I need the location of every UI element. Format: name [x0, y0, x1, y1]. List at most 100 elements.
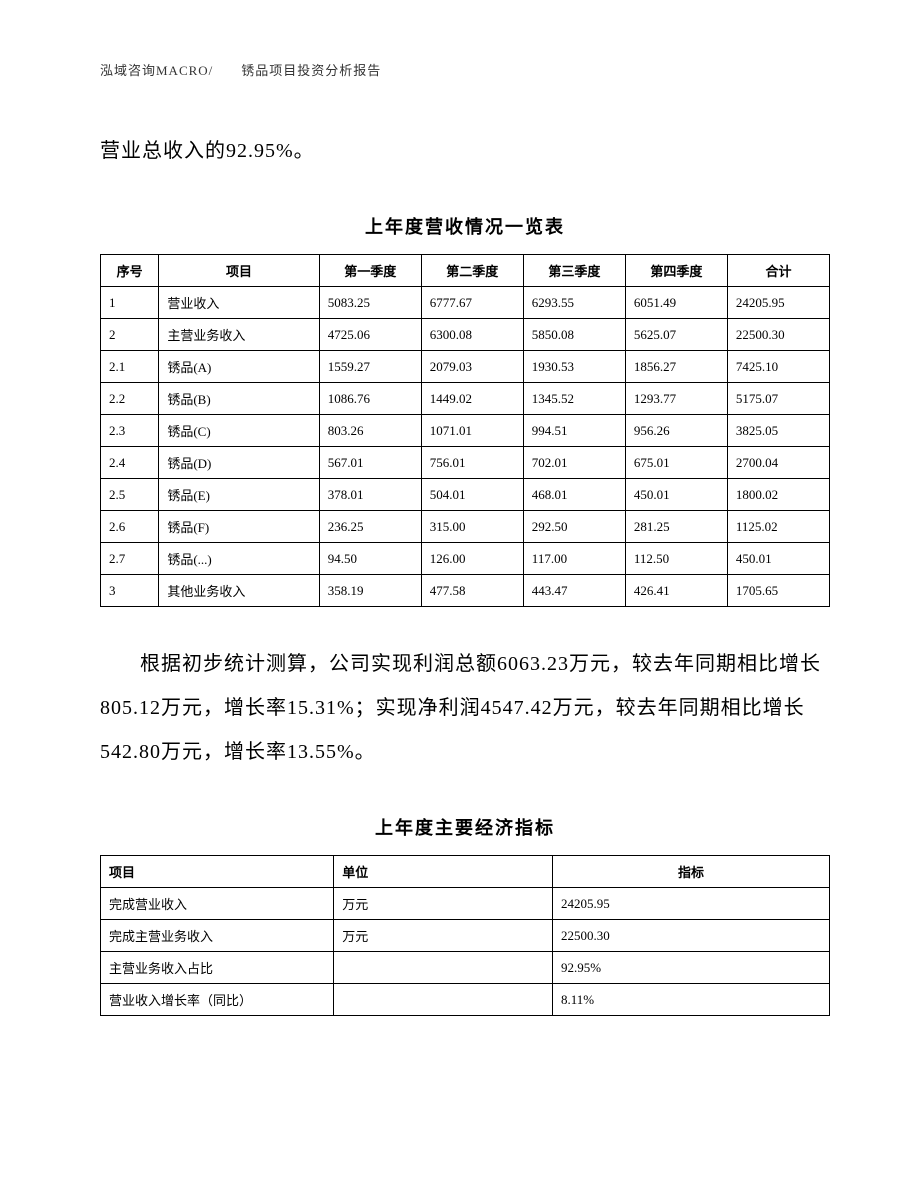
table-row: 2.7锈品(...)94.50126.00117.00112.50450.01	[101, 543, 830, 575]
table-cell: 1800.02	[727, 479, 829, 511]
table-header-row: 序号 项目 第一季度 第二季度 第三季度 第四季度 合计	[101, 255, 830, 287]
table-cell: 112.50	[625, 543, 727, 575]
table-header-row: 项目 单位 指标	[101, 856, 830, 888]
table-cell: 5625.07	[625, 319, 727, 351]
col-header: 序号	[101, 255, 159, 287]
table-cell: 450.01	[727, 543, 829, 575]
table-cell: 504.01	[421, 479, 523, 511]
table-cell: 锈品(E)	[159, 479, 319, 511]
table-cell: 281.25	[625, 511, 727, 543]
table-cell: 4725.06	[319, 319, 421, 351]
table-cell: 6293.55	[523, 287, 625, 319]
table-cell: 1293.77	[625, 383, 727, 415]
table-row: 主营业务收入占比92.95%	[101, 952, 830, 984]
table-cell: 675.01	[625, 447, 727, 479]
table-cell: 1930.53	[523, 351, 625, 383]
col-header: 项目	[159, 255, 319, 287]
table-cell: 1559.27	[319, 351, 421, 383]
table-cell: 22500.30	[552, 920, 829, 952]
table-cell: 443.47	[523, 575, 625, 607]
table-cell: 锈品(B)	[159, 383, 319, 415]
table-cell: 378.01	[319, 479, 421, 511]
table-cell: 6777.67	[421, 287, 523, 319]
table-row: 1营业收入5083.256777.676293.556051.4924205.9…	[101, 287, 830, 319]
table-cell: 7425.10	[727, 351, 829, 383]
table-row: 2.1锈品(A)1559.272079.031930.531856.277425…	[101, 351, 830, 383]
table-cell: 2.5	[101, 479, 159, 511]
table-cell: 6300.08	[421, 319, 523, 351]
table-cell: 702.01	[523, 447, 625, 479]
table-cell: 5175.07	[727, 383, 829, 415]
table-cell: 24205.95	[727, 287, 829, 319]
table-cell: 477.58	[421, 575, 523, 607]
page-header: 泓域咨询MACRO/ 锈品项目投资分析报告	[100, 60, 830, 79]
table-cell: 803.26	[319, 415, 421, 447]
table-row: 2.3锈品(C)803.261071.01994.51956.263825.05	[101, 415, 830, 447]
table-cell: 营业收入增长率（同比）	[101, 984, 334, 1016]
col-header: 第一季度	[319, 255, 421, 287]
table-row: 2.4锈品(D)567.01756.01702.01675.012700.04	[101, 447, 830, 479]
table-cell: 426.41	[625, 575, 727, 607]
table-cell: 完成营业收入	[101, 888, 334, 920]
intro-paragraph: 营业总收入的92.95%。	[100, 129, 830, 173]
table-cell: 2	[101, 319, 159, 351]
table-row: 2.6锈品(F)236.25315.00292.50281.251125.02	[101, 511, 830, 543]
table-cell: 3825.05	[727, 415, 829, 447]
table-cell: 1345.52	[523, 383, 625, 415]
table-cell: 5083.25	[319, 287, 421, 319]
table-cell	[334, 952, 553, 984]
middle-paragraph: 根据初步统计测算，公司实现利润总额6063.23万元，较去年同期相比增长805.…	[100, 642, 830, 774]
table-cell: 2.2	[101, 383, 159, 415]
table-row: 3其他业务收入358.19477.58443.47426.411705.65	[101, 575, 830, 607]
table1-title: 上年度营收情况一览表	[100, 213, 830, 239]
table-cell: 锈品(F)	[159, 511, 319, 543]
table-cell: 1	[101, 287, 159, 319]
table2-body: 完成营业收入万元24205.95完成主营业务收入万元22500.30主营业务收入…	[101, 888, 830, 1016]
table-row: 2.2锈品(B)1086.761449.021345.521293.775175…	[101, 383, 830, 415]
table-cell: 956.26	[625, 415, 727, 447]
table-cell: 756.01	[421, 447, 523, 479]
table-cell: 锈品(D)	[159, 447, 319, 479]
table-cell: 万元	[334, 920, 553, 952]
table-cell: 锈品(...)	[159, 543, 319, 575]
table-cell: 2.7	[101, 543, 159, 575]
table-cell: 营业收入	[159, 287, 319, 319]
indicators-table: 项目 单位 指标 完成营业收入万元24205.95完成主营业务收入万元22500…	[100, 855, 830, 1016]
table-cell: 2.3	[101, 415, 159, 447]
table-cell: 94.50	[319, 543, 421, 575]
table-cell: 567.01	[319, 447, 421, 479]
table-cell: 万元	[334, 888, 553, 920]
table-row: 营业收入增长率（同比）8.11%	[101, 984, 830, 1016]
table-cell: 2700.04	[727, 447, 829, 479]
table-cell: 292.50	[523, 511, 625, 543]
table-cell: 1449.02	[421, 383, 523, 415]
col-header: 项目	[101, 856, 334, 888]
table-cell: 1856.27	[625, 351, 727, 383]
revenue-table: 序号 项目 第一季度 第二季度 第三季度 第四季度 合计 1营业收入5083.2…	[100, 254, 830, 607]
table-cell: 2079.03	[421, 351, 523, 383]
table-row: 2主营业务收入4725.066300.085850.085625.0722500…	[101, 319, 830, 351]
table-cell: 3	[101, 575, 159, 607]
table-cell: 完成主营业务收入	[101, 920, 334, 952]
table-cell: 24205.95	[552, 888, 829, 920]
table1-body: 1营业收入5083.256777.676293.556051.4924205.9…	[101, 287, 830, 607]
table-cell: 450.01	[625, 479, 727, 511]
table-cell: 236.25	[319, 511, 421, 543]
table-row: 2.5锈品(E)378.01504.01468.01450.011800.02	[101, 479, 830, 511]
table-cell: 1086.76	[319, 383, 421, 415]
table-cell: 锈品(A)	[159, 351, 319, 383]
table-cell: 2.4	[101, 447, 159, 479]
col-header: 第二季度	[421, 255, 523, 287]
table-row: 完成营业收入万元24205.95	[101, 888, 830, 920]
table-cell: 126.00	[421, 543, 523, 575]
col-header: 第三季度	[523, 255, 625, 287]
table-cell: 315.00	[421, 511, 523, 543]
col-header: 单位	[334, 856, 553, 888]
table-cell: 2.6	[101, 511, 159, 543]
table-row: 完成主营业务收入万元22500.30	[101, 920, 830, 952]
table-cell: 1125.02	[727, 511, 829, 543]
table-cell: 1071.01	[421, 415, 523, 447]
table-cell: 358.19	[319, 575, 421, 607]
table-cell: 994.51	[523, 415, 625, 447]
col-header: 指标	[552, 856, 829, 888]
